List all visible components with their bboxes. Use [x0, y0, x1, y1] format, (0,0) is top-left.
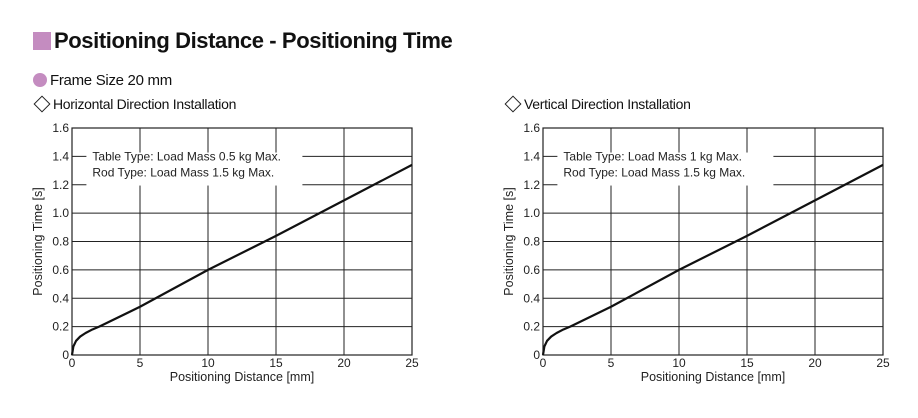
y-tick-label: 0.4: [52, 291, 69, 305]
y-axis-label: Positioning Time [s]: [502, 187, 516, 295]
annotation-text: Table Type: Load Mass 0.5 kg Max.: [92, 149, 281, 163]
annotation-text: Rod Type: Load Mass 1.5 kg Max.: [563, 165, 745, 179]
y-tick-label: 1.0: [52, 206, 69, 220]
y-tick-label: 1.6: [523, 121, 540, 135]
chart-subtitle-vertical: Vertical Direction Installation: [504, 95, 691, 113]
x-axis-label: Positioning Distance [mm]: [170, 370, 315, 384]
annotation-text: Rod Type: Load Mass 1.5 kg Max.: [92, 165, 274, 179]
frame-size-label: Frame Size 20 mm: [33, 71, 172, 89]
plot-frame: [71, 127, 413, 356]
chart-vertical: Table Type: Load Mass 1 kg Max. Rod Type:…: [502, 121, 890, 384]
y-tick-label: 1.4: [52, 149, 69, 163]
plot-frame: [542, 127, 884, 356]
y-tick-label: 1.2: [523, 178, 540, 192]
y-tick-label: 0: [533, 348, 540, 362]
y-tick-label: 0.6: [523, 263, 540, 277]
annotation: Table Type: Load Mass 0.5 kg Max. Rod Typ…: [86, 149, 303, 186]
x-tick-label: 5: [608, 356, 615, 370]
x-tick-label: 25: [405, 356, 419, 370]
x-tick-label: 15: [269, 356, 283, 370]
annotation-background: [86, 152, 303, 186]
annotation-background: [557, 152, 774, 186]
x-tick-label: 5: [137, 356, 144, 370]
y-axis-label: Positioning Time [s]: [31, 187, 45, 295]
page-title: Positioning Distance - Positioning Time: [54, 28, 453, 53]
y-tick-label: 0: [62, 348, 69, 362]
y-tick-label: 0.2: [52, 320, 69, 334]
y-tick-label: 0.2: [523, 320, 540, 334]
y-tick-label: 1.0: [523, 206, 540, 220]
x-axis-label: Positioning Distance [mm]: [641, 370, 786, 384]
diamond-icon: [504, 95, 522, 113]
x-tick-label: 0: [69, 356, 76, 370]
section-heading: Positioning Distance - Positioning Time: [33, 28, 453, 54]
series-line: [70, 163, 413, 356]
x-tick-label: 15: [740, 356, 754, 370]
series-line: [541, 163, 884, 356]
y-tick-label: 1.6: [52, 121, 69, 135]
y-tick-label: 1.4: [523, 149, 540, 163]
circle-bullet-icon: [33, 73, 47, 87]
y-tick-label: 0.6: [52, 263, 69, 277]
subtitle-text: Horizontal Direction Installation: [53, 96, 237, 112]
chart-subtitle-horizontal: Horizontal Direction Installation: [33, 95, 236, 113]
x-tick-label: 10: [672, 356, 686, 370]
x-tick-label: 20: [808, 356, 822, 370]
x-tick-label: 25: [876, 356, 890, 370]
x-tick-label: 10: [201, 356, 215, 370]
heading-square-icon: [33, 32, 51, 50]
annotation-text: Table Type: Load Mass 1 kg Max.: [563, 149, 742, 163]
x-tick-label: 20: [337, 356, 351, 370]
frame-size-text: Frame Size 20 mm: [50, 71, 172, 89]
y-tick-label: 0.8: [523, 235, 540, 249]
diamond-icon: [33, 95, 51, 113]
annotation: Table Type: Load Mass 1 kg Max. Rod Type:…: [557, 149, 774, 186]
y-tick-label: 0.8: [52, 235, 69, 249]
chart-horizontal: Table Type: Load Mass 0.5 kg Max. Rod Typ…: [31, 121, 419, 384]
y-tick-label: 1.2: [52, 178, 69, 192]
y-tick-label: 0.4: [523, 291, 540, 305]
subtitle-text: Vertical Direction Installation: [524, 96, 691, 112]
x-tick-label: 0: [540, 356, 547, 370]
